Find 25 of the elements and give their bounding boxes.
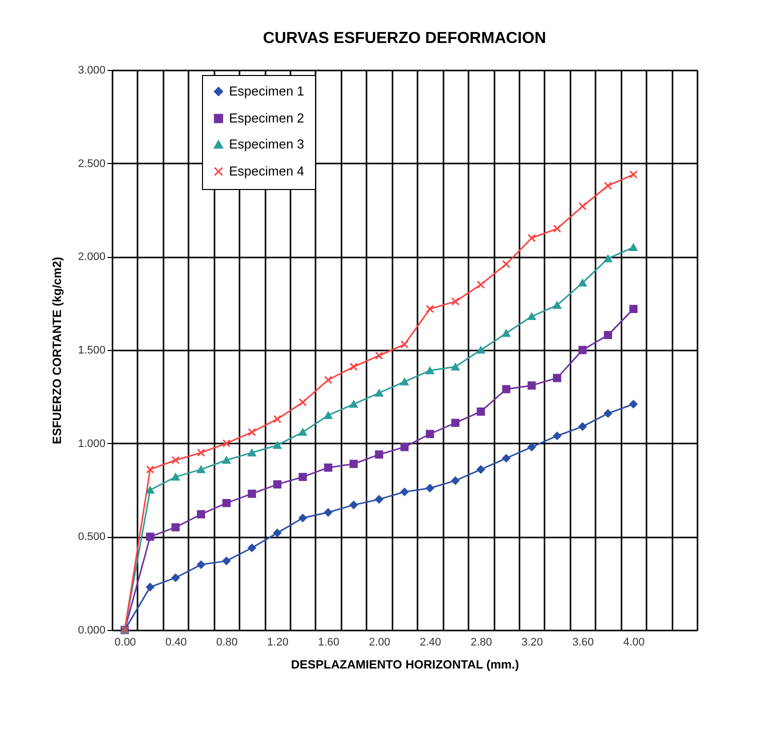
x-tick-label: 0.00 [114,636,136,648]
y-tick-label: 1.000 [78,438,106,450]
y-tick-label: 3.000 [78,64,106,76]
legend-label: Especimen 2 [229,110,304,126]
legend-label: Especimen 3 [229,136,304,152]
x-tick-label: 2.00 [368,636,390,648]
x-tick-label: 1.20 [267,636,289,648]
legend-label: Especimen 4 [229,164,304,178]
x-tick-label: 0.40 [165,636,187,648]
x-tick-label: 1.60 [318,636,340,648]
x-tick-label: 2.40 [420,636,442,648]
x-axis-title: DESPLAZAMIENTO HORIZONTAL (mm.) [291,658,520,672]
y-tick-label: 2.500 [78,158,106,170]
x-tick-label: 3.60 [572,636,594,648]
y-tick-label: 1.500 [78,344,106,356]
y-tick-label: 0.000 [78,624,106,636]
y-axis-title: ESFUERZO CORTANTE (kg/cm2) [50,256,64,444]
x-tick-label: 3.20 [521,636,543,648]
x-tick-label: 2.80 [470,636,492,648]
chart-title: CURVAS ESFUERZO DEFORMACION [263,30,546,47]
legend-label: Especimen 1 [229,84,304,98]
y-tick-label: 2.000 [78,251,106,264]
y-tick-label: 0.500 [78,531,106,544]
x-tick-label: 0.80 [216,636,238,648]
x-tick-label: 4.00 [623,636,645,648]
